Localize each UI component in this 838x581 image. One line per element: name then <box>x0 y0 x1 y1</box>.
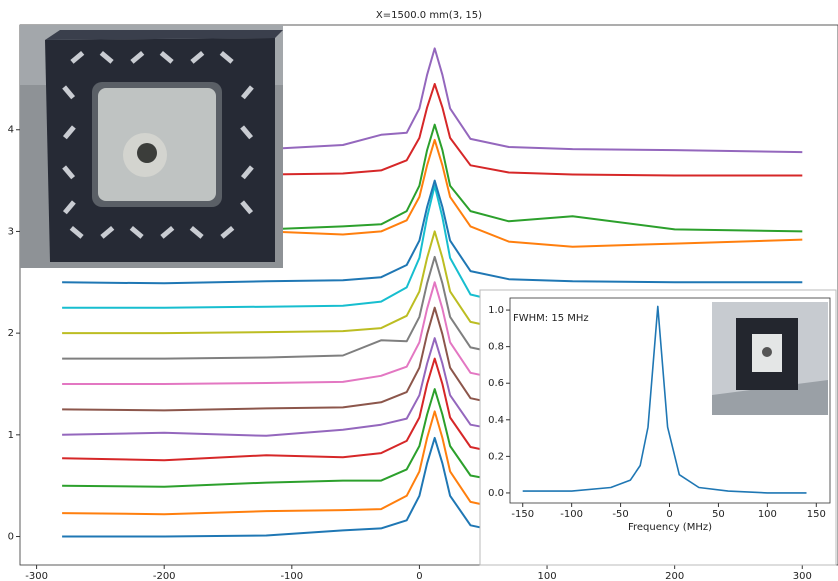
plot-frame <box>19 24 838 566</box>
annotation: FWHM: 15 MHz <box>513 313 589 324</box>
data-line <box>62 138 803 248</box>
y-tick-label: 0.2 <box>488 451 504 462</box>
chart-title: X=1500.0 mm(3, 15) <box>376 10 482 21</box>
x-tick-label: 50 <box>712 509 725 520</box>
x-tick-label: 200 <box>665 571 684 581</box>
x-tick-label: -200 <box>153 571 176 581</box>
x-tick-label: 100 <box>758 509 777 520</box>
sample-photo <box>20 25 283 268</box>
y-tick-label: 2 <box>8 328 14 339</box>
y-tick-label: 1 <box>8 430 14 441</box>
x-tick-label: -150 <box>511 509 534 520</box>
data-line <box>522 305 807 494</box>
x-tick-label: 0 <box>666 509 672 520</box>
y-tick-label: 4 <box>8 125 14 136</box>
x-tick-label: -300 <box>25 571 48 581</box>
y-tick-label: 3 <box>8 226 14 237</box>
x-tick-label: -100 <box>280 571 303 581</box>
x-tick-label: 300 <box>793 571 812 581</box>
inset-chart: -150 -100 -50 0 50 100 150 0.0 0.2 0.4 0.6 0.8 1.0 Fr… <box>488 297 831 533</box>
y-tick-label: 1.0 <box>488 305 504 316</box>
y-tick-label: 0.8 <box>488 342 504 353</box>
y-tick-label: 0.4 <box>488 415 504 426</box>
y-tick-label: 0 <box>8 532 14 543</box>
device-photo <box>712 302 828 415</box>
x-tick-label: 100 <box>537 571 556 581</box>
x-tick-label: 0 <box>416 571 422 581</box>
y-tick-label: 0.0 <box>488 488 504 499</box>
x-axis-label: Frequency (MHz) <box>628 522 712 533</box>
data-line <box>62 83 803 177</box>
x-tick-label: 150 <box>807 509 826 520</box>
x-tick-label: -100 <box>560 509 583 520</box>
data-line <box>62 47 803 154</box>
y-tick-label: 0.6 <box>488 378 504 389</box>
data-line <box>62 123 803 233</box>
data-line <box>62 179 803 285</box>
x-tick-label: -50 <box>612 509 628 520</box>
